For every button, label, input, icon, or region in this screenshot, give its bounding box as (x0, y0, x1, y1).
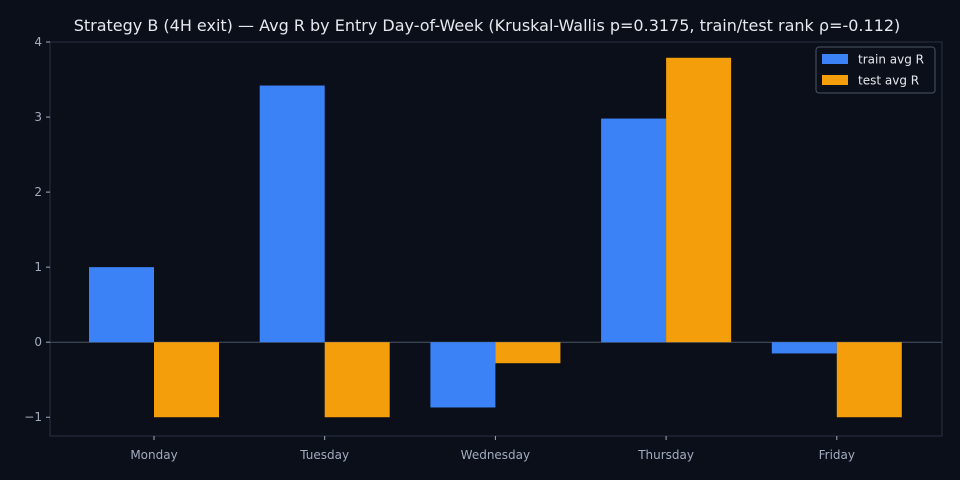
x-axis: Monday Tuesday Wednesday Thursday Friday (130, 436, 855, 462)
legend-swatch-train (822, 54, 848, 64)
bar-train-avg-r-wednesday (430, 342, 496, 408)
bar-train-avg-r-tuesday (259, 85, 325, 343)
bar-test-avg-r-thursday (666, 57, 732, 343)
x-tick-label-wednesday: Wednesday (461, 448, 530, 462)
bar-test-avg-r-monday (154, 342, 219, 418)
x-tick-label-monday: Monday (130, 448, 177, 462)
x-tick-label-thursday: Thursday (637, 448, 694, 462)
legend: train avg R test avg R (815, 46, 936, 94)
legend-swatch-test (822, 75, 848, 85)
bars-group (89, 57, 902, 418)
y-tick-label-1: 1 (34, 260, 42, 274)
bar-test-avg-r-tuesday (324, 342, 390, 418)
y-tick-label-0: 0 (34, 335, 42, 349)
y-tick-label-1: −1 (24, 410, 42, 424)
bar-train-avg-r-friday (771, 342, 837, 354)
chart-title: Strategy B (4H exit) — Avg R by Entry Da… (74, 16, 901, 35)
y-tick-label-3: 3 (34, 110, 42, 124)
x-tick-label-tuesday: Tuesday (299, 448, 349, 462)
y-axis: −1 0 1 2 3 4 (24, 35, 50, 424)
legend-label-train: train avg R (858, 53, 924, 67)
plot-area (49, 41, 943, 437)
bar-train-avg-r-monday (89, 267, 154, 343)
bar-test-avg-r-friday (836, 342, 902, 418)
y-tick-label-4: 4 (34, 35, 42, 49)
bar-train-avg-r-thursday (601, 118, 667, 343)
y-tick-label-2: 2 (34, 185, 42, 199)
x-tick-label-friday: Friday (819, 448, 855, 462)
legend-label-test: test avg R (858, 74, 919, 88)
bar-test-avg-r-wednesday (495, 342, 561, 364)
